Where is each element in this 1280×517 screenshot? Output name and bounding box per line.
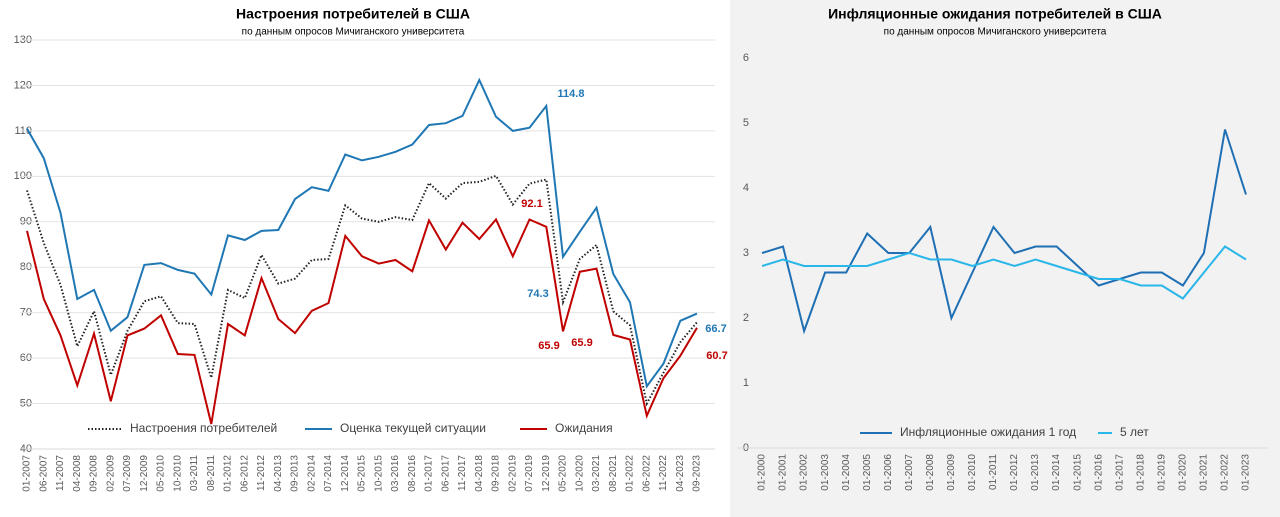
line — [26, 77, 698, 389]
chart-subtitle: по данным опросов Мичиганского университ… — [884, 27, 1107, 38]
x-tick-label: 01-2023 — [1241, 454, 1252, 491]
x-tick-label: 01-2001 — [778, 454, 789, 491]
y-tick-label: 5 — [743, 117, 749, 129]
line — [761, 245, 1247, 300]
x-tick-label: 01-2013 — [1030, 454, 1041, 491]
x-tick-label: 04-2013 — [273, 455, 284, 492]
chart-title: Настроения потребителей в США — [236, 6, 470, 22]
x-tick-label: 01-2022 — [1220, 454, 1231, 491]
line — [26, 217, 698, 425]
x-tick-label: 01-2007 — [22, 455, 33, 492]
x-tick-label: 02-2019 — [507, 455, 518, 492]
x-tick-label: 09-2023 — [692, 455, 703, 492]
x-tick-label: 09-2018 — [491, 455, 502, 492]
x-tick-label: 01-2022 — [625, 455, 636, 492]
legend-label: Оценка текущей ситуации — [340, 421, 486, 435]
x-tick-label: 02-2009 — [105, 455, 116, 492]
x-tick-label: 12-2014 — [340, 455, 351, 492]
y-tick-label: 6 — [743, 52, 749, 64]
x-tick-label: 10-2020 — [574, 455, 585, 492]
y-tick-label: 2 — [743, 312, 749, 324]
x-tick-label: 06-2017 — [440, 455, 451, 492]
y-tick-label: 4 — [743, 182, 749, 194]
x-tick-label: 01-2007 — [904, 454, 915, 491]
x-tick-label: 11-2022 — [658, 455, 669, 491]
x-tick-label: 01-2017 — [424, 455, 435, 492]
legend-label: Инфляционные ожидания 1 год — [900, 425, 1076, 439]
x-tick-label: 06-2007 — [38, 455, 49, 492]
legend-label: Ожидания — [555, 421, 613, 435]
x-tick-label: 11-2017 — [457, 455, 468, 491]
x-tick-label: 03-2011 — [189, 455, 200, 491]
x-tick-label: 08-2011 — [206, 455, 217, 491]
x-tick-label: 01-2011 — [988, 454, 999, 490]
x-tick-label: 01-2012 — [223, 455, 234, 492]
x-tick-label: 05-2010 — [156, 455, 167, 492]
x-tick-label: 04-2008 — [72, 455, 83, 492]
x-tick-label: 05-2020 — [558, 455, 569, 492]
annotation: 92.1 — [521, 198, 542, 210]
x-tick-label: 07-2014 — [323, 455, 334, 492]
x-tick-label: 08-2016 — [407, 455, 418, 492]
x-tick-label: 01-2006 — [883, 454, 894, 491]
x-tick-label: 01-2016 — [1093, 454, 1104, 491]
x-tick-label: 01-2005 — [862, 454, 873, 491]
legend-label: 5 лет — [1120, 425, 1149, 439]
x-tick-label: 12-2019 — [541, 455, 552, 492]
line — [761, 129, 1247, 335]
chart-title: Инфляционные ожидания потребителей в США — [828, 6, 1162, 22]
x-tick-label: 01-2004 — [841, 454, 852, 491]
x-tick-label: 12-2009 — [139, 455, 150, 492]
x-tick-label: 01-2000 — [757, 454, 768, 491]
annotation: 66.7 — [705, 323, 726, 335]
x-tick-label: 10-2010 — [172, 455, 183, 492]
x-tick-label: 01-2017 — [1114, 454, 1125, 491]
x-tick-label: 07-2019 — [524, 455, 535, 492]
y-tick-label: 1 — [743, 377, 749, 389]
x-tick-label: 01-2010 — [967, 454, 978, 491]
x-tick-label: 01-2002 — [799, 454, 810, 491]
x-tick-label: 06-2012 — [239, 455, 250, 492]
x-tick-label: 04-2023 — [675, 455, 686, 492]
y-tick-label: 3 — [743, 247, 749, 259]
x-tick-label: 01-2021 — [1199, 454, 1210, 491]
x-tick-label: 11-2012 — [256, 455, 267, 491]
annotation: 65.9 — [538, 340, 559, 352]
x-tick-label: 01-2014 — [1051, 454, 1062, 491]
x-tick-label: 07-2009 — [122, 455, 133, 492]
x-tick-label: 09-2013 — [290, 455, 301, 492]
x-tick-label: 11-2007 — [55, 455, 66, 491]
x-tick-label: 10-2015 — [373, 455, 384, 492]
x-tick-label: 09-2008 — [89, 455, 100, 492]
x-tick-label: 04-2018 — [474, 455, 485, 492]
right-panel — [730, 0, 1280, 517]
x-tick-label: 01-2019 — [1156, 454, 1167, 491]
annotation: 60.7 — [706, 350, 727, 362]
x-tick-label: 01-2015 — [1072, 454, 1083, 491]
x-tick-label: 03-2021 — [591, 455, 602, 492]
x-tick-label: 01-2003 — [820, 454, 831, 491]
x-tick-label: 06-2022 — [641, 455, 652, 492]
x-tick-label: 01-2008 — [925, 454, 936, 491]
x-tick-label: 02-2014 — [306, 455, 317, 492]
x-tick-label: 01-2018 — [1135, 454, 1146, 491]
x-tick-label: 03-2016 — [390, 455, 401, 492]
line — [26, 174, 698, 407]
annotation: 65.9 — [571, 337, 592, 349]
annotation: 114.8 — [558, 88, 585, 100]
x-tick-label: 08-2021 — [608, 455, 619, 492]
legend-label: Настроения потребителей — [130, 421, 277, 435]
x-tick-label: 01-2020 — [1178, 454, 1189, 491]
x-tick-label: 01-2009 — [946, 454, 957, 491]
chart-subtitle: по данным опросов Мичиганского университ… — [242, 27, 465, 38]
x-tick-label: 05-2015 — [357, 455, 368, 492]
annotation: 74.3 — [527, 288, 548, 300]
x-tick-label: 01-2012 — [1009, 454, 1020, 491]
